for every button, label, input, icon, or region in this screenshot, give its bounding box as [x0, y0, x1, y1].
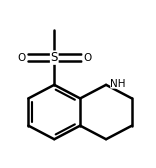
- Text: O: O: [17, 53, 26, 63]
- Text: O: O: [83, 53, 91, 63]
- Text: S: S: [51, 51, 58, 64]
- Text: NH: NH: [110, 79, 126, 89]
